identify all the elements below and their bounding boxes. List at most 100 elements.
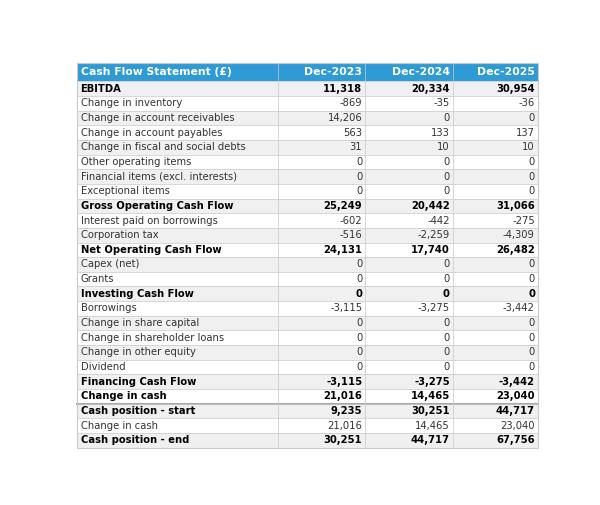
Bar	[77, 111, 538, 125]
Text: Other operating items: Other operating items	[80, 157, 191, 167]
Text: -3,442: -3,442	[499, 377, 535, 387]
Text: Exceptional items: Exceptional items	[80, 186, 169, 196]
Text: 0: 0	[529, 333, 535, 343]
Text: 14,465: 14,465	[415, 421, 450, 431]
Text: 0: 0	[529, 260, 535, 270]
Text: 0: 0	[443, 260, 450, 270]
Text: Change in inventory: Change in inventory	[80, 98, 182, 109]
Text: 26,482: 26,482	[496, 245, 535, 255]
Text: Cash Flow Statement (£): Cash Flow Statement (£)	[80, 67, 232, 77]
Text: -35: -35	[433, 98, 450, 109]
Text: Interest paid on borrowings: Interest paid on borrowings	[80, 216, 217, 226]
Text: 0: 0	[356, 274, 362, 284]
Text: 0: 0	[443, 113, 450, 123]
Text: 14,206: 14,206	[328, 113, 362, 123]
Bar	[77, 301, 538, 316]
Text: 0: 0	[529, 318, 535, 328]
Text: Dividend: Dividend	[80, 362, 125, 372]
Text: 31: 31	[350, 142, 362, 153]
Bar	[77, 198, 538, 213]
Bar	[77, 360, 538, 374]
Text: Dec-2024: Dec-2024	[392, 67, 450, 77]
Text: Borrowings: Borrowings	[80, 304, 136, 314]
Text: 0: 0	[443, 362, 450, 372]
Text: 133: 133	[431, 128, 450, 138]
Text: 24,131: 24,131	[323, 245, 362, 255]
Text: 9,235: 9,235	[331, 406, 362, 416]
Bar	[77, 403, 538, 418]
Bar	[77, 140, 538, 155]
Text: -516: -516	[340, 230, 362, 240]
Text: -3,275: -3,275	[414, 377, 450, 387]
Text: -36: -36	[518, 98, 535, 109]
Text: Dec-2023: Dec-2023	[304, 67, 362, 77]
Text: 0: 0	[356, 260, 362, 270]
Text: Capex (net): Capex (net)	[80, 260, 139, 270]
Text: Change in other equity: Change in other equity	[80, 347, 196, 358]
Bar	[77, 330, 538, 345]
Text: Financial items (excl. interests): Financial items (excl. interests)	[80, 172, 236, 182]
Bar	[77, 257, 538, 272]
Text: -442: -442	[427, 216, 450, 226]
Text: 0: 0	[355, 289, 362, 299]
Text: 0: 0	[443, 333, 450, 343]
Text: 30,251: 30,251	[323, 435, 362, 445]
Text: 0: 0	[529, 157, 535, 167]
Text: -3,115: -3,115	[330, 304, 362, 314]
Text: 30,954: 30,954	[496, 84, 535, 94]
Text: 11,318: 11,318	[323, 84, 362, 94]
Text: 23,040: 23,040	[500, 421, 535, 431]
Text: 0: 0	[356, 347, 362, 358]
Text: -3,115: -3,115	[326, 377, 362, 387]
Text: Change in cash: Change in cash	[80, 421, 158, 431]
Text: 20,442: 20,442	[411, 201, 450, 211]
Text: EBITDA: EBITDA	[80, 84, 121, 94]
Bar	[77, 316, 538, 330]
Bar	[77, 155, 538, 169]
Text: 25,249: 25,249	[323, 201, 362, 211]
Bar	[77, 418, 538, 433]
Bar	[77, 286, 538, 301]
Text: -2,259: -2,259	[418, 230, 450, 240]
Text: 563: 563	[343, 128, 362, 138]
Bar	[77, 96, 538, 111]
Text: Corporation tax: Corporation tax	[80, 230, 158, 240]
Text: Change in shareholder loans: Change in shareholder loans	[80, 333, 224, 343]
Text: 0: 0	[529, 347, 535, 358]
Text: -3,275: -3,275	[418, 304, 450, 314]
Text: 0: 0	[528, 289, 535, 299]
Text: Gross Operating Cash Flow: Gross Operating Cash Flow	[80, 201, 233, 211]
Text: 0: 0	[356, 186, 362, 196]
Bar	[77, 81, 538, 96]
Text: 0: 0	[443, 289, 450, 299]
Text: 10: 10	[437, 142, 450, 153]
Text: 14,465: 14,465	[410, 391, 450, 401]
Text: 0: 0	[356, 318, 362, 328]
Text: 0: 0	[356, 333, 362, 343]
Text: 30,251: 30,251	[411, 406, 450, 416]
Bar	[77, 213, 538, 228]
Text: 21,016: 21,016	[328, 421, 362, 431]
Text: 0: 0	[443, 318, 450, 328]
Bar	[77, 433, 538, 447]
Text: Change in fiscal and social debts: Change in fiscal and social debts	[80, 142, 245, 153]
Text: 0: 0	[356, 172, 362, 182]
Text: 137: 137	[516, 128, 535, 138]
Bar	[77, 272, 538, 286]
Text: 0: 0	[529, 274, 535, 284]
Text: Cash position - end: Cash position - end	[80, 435, 189, 445]
Text: -869: -869	[340, 98, 362, 109]
Text: 0: 0	[529, 186, 535, 196]
Text: Net Operating Cash Flow: Net Operating Cash Flow	[80, 245, 221, 255]
Text: 17,740: 17,740	[411, 245, 450, 255]
Text: 0: 0	[529, 172, 535, 182]
Text: 67,756: 67,756	[496, 435, 535, 445]
Text: 0: 0	[443, 172, 450, 182]
Text: -3,442: -3,442	[503, 304, 535, 314]
Text: 0: 0	[443, 157, 450, 167]
Text: Change in share capital: Change in share capital	[80, 318, 199, 328]
Text: -275: -275	[512, 216, 535, 226]
Text: Change in account payables: Change in account payables	[80, 128, 222, 138]
Bar	[77, 374, 538, 389]
Bar	[77, 389, 538, 403]
